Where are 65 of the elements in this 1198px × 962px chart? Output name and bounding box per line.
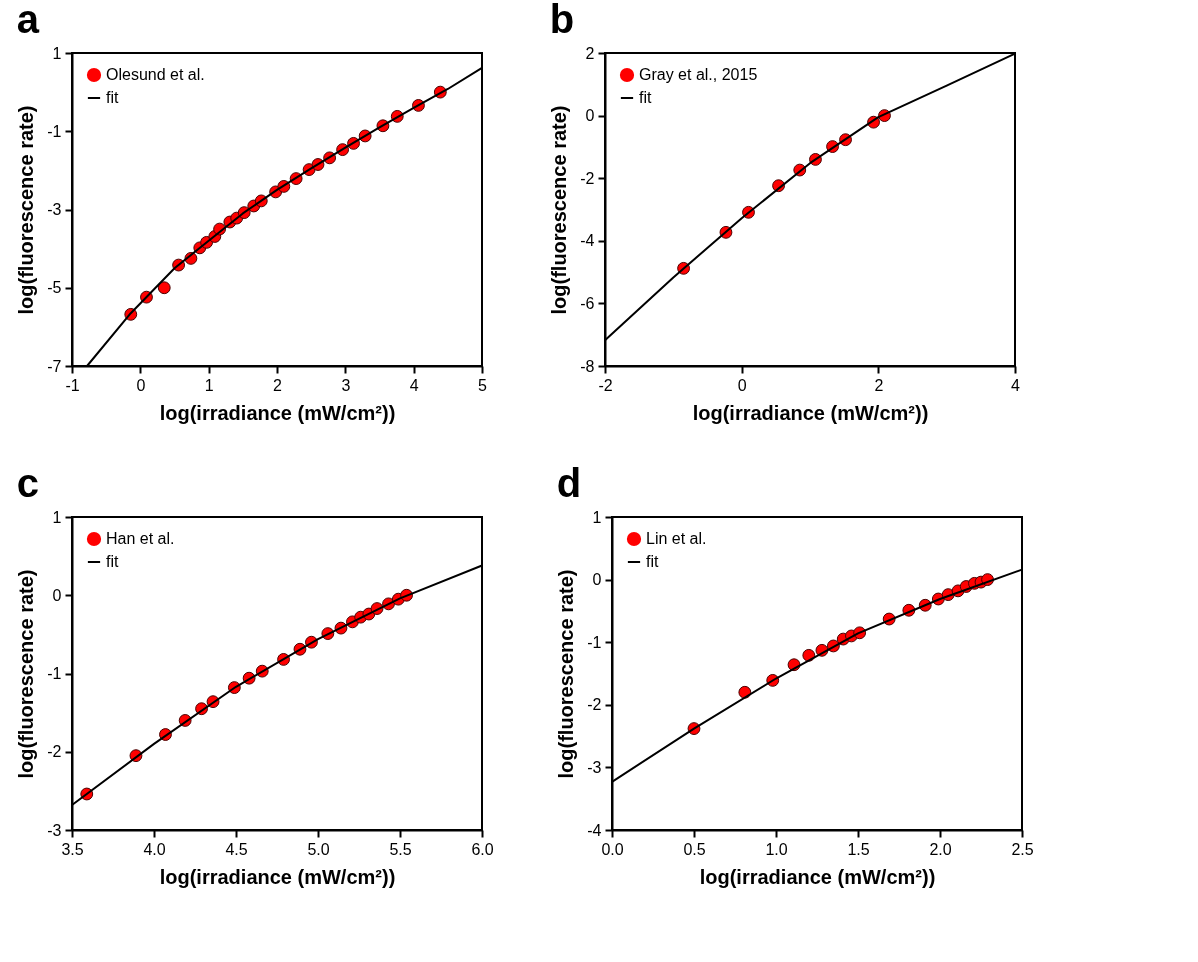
y-axis-title: log(fluorescence rate) bbox=[15, 569, 38, 779]
y-tick-label: -3 bbox=[47, 201, 62, 218]
y-tick-label: -5 bbox=[47, 279, 62, 297]
x-tick-label: 4.5 bbox=[225, 840, 248, 858]
y-axis-title: log(fluorescence rate) bbox=[548, 105, 571, 315]
x-tick-label: 1 bbox=[204, 376, 214, 394]
x-tick-label: -1 bbox=[65, 376, 80, 394]
y-tick-label: 0 bbox=[592, 571, 602, 589]
x-tick-label: 0.0 bbox=[601, 840, 624, 858]
x-axis-title: log(irradiance (mW/cm²)) bbox=[159, 401, 396, 424]
x-tick-label: 6.0 bbox=[471, 840, 494, 858]
chart-title: a bbox=[16, 0, 40, 41]
legend-label: Olesund et al. bbox=[106, 66, 205, 83]
y-tick-label: 1 bbox=[52, 508, 62, 526]
legend-label: Han et al. bbox=[106, 530, 175, 547]
y-tick-label: 2 bbox=[585, 44, 595, 62]
y-tick-label: -1 bbox=[587, 633, 602, 651]
x-tick-label: 1.5 bbox=[847, 840, 870, 858]
y-tick-label: 1 bbox=[592, 508, 602, 526]
y-tick-label: -4 bbox=[587, 821, 602, 839]
x-tick-label: 4 bbox=[409, 376, 419, 394]
x-tick-label: 0.5 bbox=[683, 840, 706, 858]
chart-title: b bbox=[549, 0, 575, 41]
legend-label: fit bbox=[639, 89, 652, 106]
y-tick-label: -2 bbox=[580, 169, 595, 187]
y-tick-label: -3 bbox=[587, 758, 602, 776]
x-tick-label: 0 bbox=[737, 376, 747, 394]
x-tick-label: 3 bbox=[341, 376, 351, 394]
x-tick-label: 1.0 bbox=[765, 840, 788, 858]
y-tick-label: 0 bbox=[52, 586, 62, 604]
x-tick-label: 4 bbox=[1011, 376, 1021, 394]
y-tick-label: -2 bbox=[587, 696, 602, 714]
chart-title: c bbox=[16, 461, 40, 505]
y-tick-label: -2 bbox=[47, 743, 62, 761]
x-tick-label: 2 bbox=[874, 376, 884, 394]
x-axis-title: log(irradiance (mW/cm²)) bbox=[699, 865, 936, 888]
x-tick-label: 4.0 bbox=[143, 840, 166, 858]
y-axis-title: log(fluorescence rate) bbox=[555, 569, 578, 779]
x-tick-label: 5 bbox=[478, 376, 488, 394]
y-tick-label: -1 bbox=[47, 665, 62, 682]
x-tick-label: 0 bbox=[136, 376, 146, 394]
x-tick-label: 2.0 bbox=[929, 840, 952, 858]
y-tick-label: -8 bbox=[580, 357, 595, 375]
legend-label: Gray et al., 2015 bbox=[639, 66, 758, 83]
y-tick-label: 0 bbox=[585, 107, 595, 125]
x-tick-label: 3.5 bbox=[61, 840, 84, 858]
y-tick-label: -3 bbox=[47, 821, 62, 839]
x-tick-label: 5.5 bbox=[389, 840, 412, 858]
y-tick-label: -1 bbox=[47, 122, 62, 140]
y-tick-label: -7 bbox=[47, 357, 62, 375]
x-axis-title: log(irradiance (mW/cm²)) bbox=[159, 865, 396, 888]
x-tick-label: 2.5 bbox=[1011, 840, 1034, 858]
x-tick-label: 2 bbox=[273, 376, 283, 394]
y-tick-label: -4 bbox=[580, 232, 595, 250]
point bbox=[157, 281, 171, 295]
legend-label: Lin et al. bbox=[646, 530, 707, 547]
y-tick-label: -6 bbox=[580, 294, 595, 312]
legend-label: fit bbox=[106, 553, 119, 570]
legend-label: fit bbox=[646, 553, 659, 570]
y-axis-title: log(fluorescence rate) bbox=[15, 105, 38, 315]
legend-label: fit bbox=[106, 89, 119, 106]
x-tick-label: 5.0 bbox=[307, 840, 330, 858]
chart-title: d bbox=[556, 461, 582, 505]
y-tick-label: 1 bbox=[52, 44, 62, 62]
x-axis-title: log(irradiance (mW/cm²)) bbox=[692, 401, 929, 424]
